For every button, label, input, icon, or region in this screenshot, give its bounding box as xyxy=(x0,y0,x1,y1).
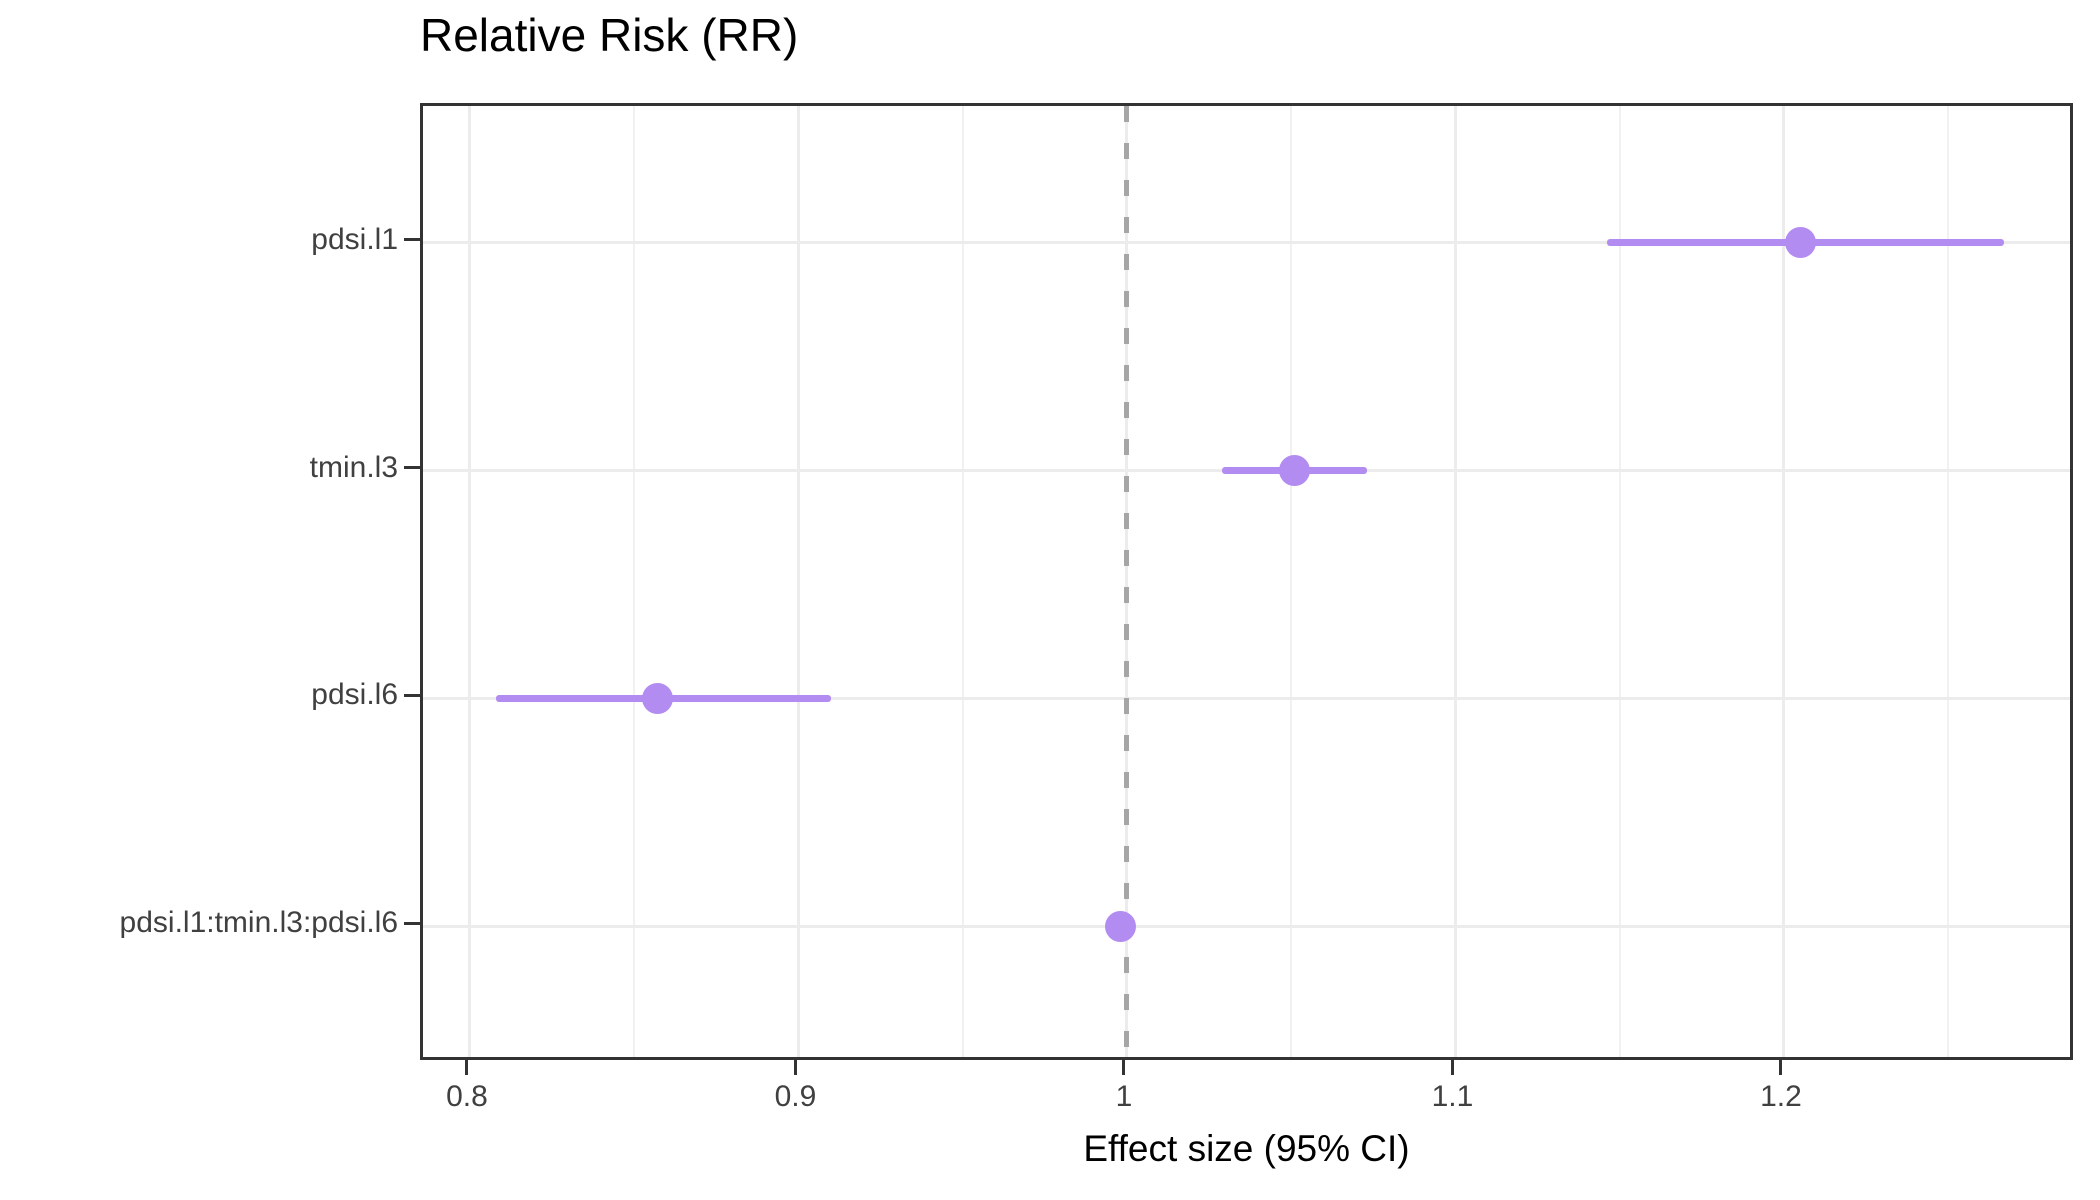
x-axis-tick xyxy=(1122,1060,1126,1075)
y-axis-tick xyxy=(404,693,420,697)
plot-panel xyxy=(420,103,2073,1060)
x-axis-title: Effect size (95% CI) xyxy=(1083,1128,1410,1169)
x-axis-tick xyxy=(465,1060,469,1075)
y-axis-tick-label: pdsi.l6 xyxy=(311,678,398,712)
x-axis-tick-label: 1 xyxy=(1115,1080,1133,1113)
y-axis-tick xyxy=(404,921,420,925)
x-gridline-major xyxy=(796,106,800,1057)
x-axis-tick-label: 1.2 xyxy=(1760,1080,1802,1113)
x-gridline-minor xyxy=(961,106,964,1057)
estimate-point xyxy=(641,682,673,714)
y-gridline-major xyxy=(423,696,2070,700)
x-axis-tick xyxy=(1450,1060,1454,1075)
x-axis-tick-label: 1.1 xyxy=(1431,1080,1474,1113)
x-gridline-major xyxy=(468,106,472,1057)
estimate-point xyxy=(1279,455,1310,487)
estimate-point xyxy=(1784,227,1816,259)
x-gridline-major xyxy=(1782,106,1786,1057)
x-gridline-minor xyxy=(1618,106,1621,1057)
x-gridline-major xyxy=(1453,106,1457,1057)
x-axis-tick xyxy=(793,1060,797,1075)
x-gridline-minor xyxy=(633,106,636,1057)
y-gridline-major xyxy=(423,241,2070,245)
y-axis-tick xyxy=(404,238,420,242)
x-axis-tick xyxy=(1779,1060,1783,1075)
x-gridline-minor xyxy=(1290,106,1293,1057)
y-axis-tick-label: pdsi.l1 xyxy=(311,222,398,256)
x-gridline-minor xyxy=(1947,106,1950,1057)
estimate-point xyxy=(1104,910,1136,942)
y-axis-tick-label: pdsi.l1:tmin.l3:pdsi.l6 xyxy=(119,906,398,940)
x-axis-tick-label: 0.9 xyxy=(774,1080,817,1113)
y-gridline-major xyxy=(423,924,2070,928)
y-axis-tick xyxy=(404,466,420,470)
y-axis-tick-label: tmin.l3 xyxy=(309,450,398,484)
plot-title: Relative Risk (RR) xyxy=(420,9,799,61)
reference-line xyxy=(1124,106,1130,1057)
x-axis-tick-label: 0.8 xyxy=(446,1080,488,1113)
